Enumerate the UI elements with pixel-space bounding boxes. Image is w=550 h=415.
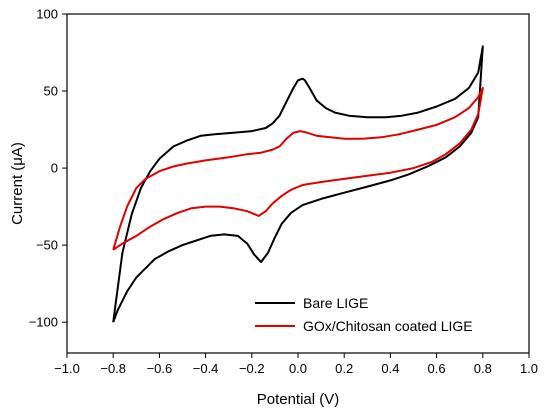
x-tick-label: 0.6 — [428, 361, 446, 376]
y-tick-label: 100 — [36, 7, 58, 22]
y-tick-label: 50 — [44, 84, 58, 99]
y-axis-ticks: −100 −50 0 50 100 — [29, 7, 67, 330]
x-tick-label: 0.4 — [381, 361, 399, 376]
x-tick-label: −0.8 — [100, 361, 126, 376]
plot-frame — [66, 13, 530, 354]
y-tick-label: −50 — [36, 238, 58, 253]
x-tick-label: −0.2 — [239, 361, 265, 376]
series-line-2 — [112, 87, 484, 251]
y-tick-label: 0 — [51, 161, 58, 176]
series-line-1 — [112, 45, 484, 323]
x-tick-label: −1.0 — [54, 361, 80, 376]
y-tick-label: −100 — [29, 315, 58, 330]
legend-label: GOx/Chitosan coated LIGE — [303, 318, 473, 334]
x-axis-ticks: −1.0 −0.8 −0.6 −0.4 −0.2 0.0 0.2 0.4 0.6 0.8 1.0 — [54, 353, 538, 376]
legend: Bare LIGE GOx/Chitosan coated LIGE — [255, 295, 473, 334]
x-tick-label: 0.0 — [289, 361, 307, 376]
y-axis-title: Current (μA) — [9, 142, 26, 225]
x-axis-title: Potential (V) — [257, 391, 340, 408]
x-tick-label: −0.6 — [147, 361, 173, 376]
curves-layer — [112, 45, 484, 323]
x-tick-label: 0.8 — [474, 361, 492, 376]
x-tick-label: 0.2 — [335, 361, 353, 376]
legend-label: Bare LIGE — [303, 295, 368, 311]
x-tick-label: −0.4 — [193, 361, 219, 376]
x-tick-label: 1.0 — [520, 361, 538, 376]
